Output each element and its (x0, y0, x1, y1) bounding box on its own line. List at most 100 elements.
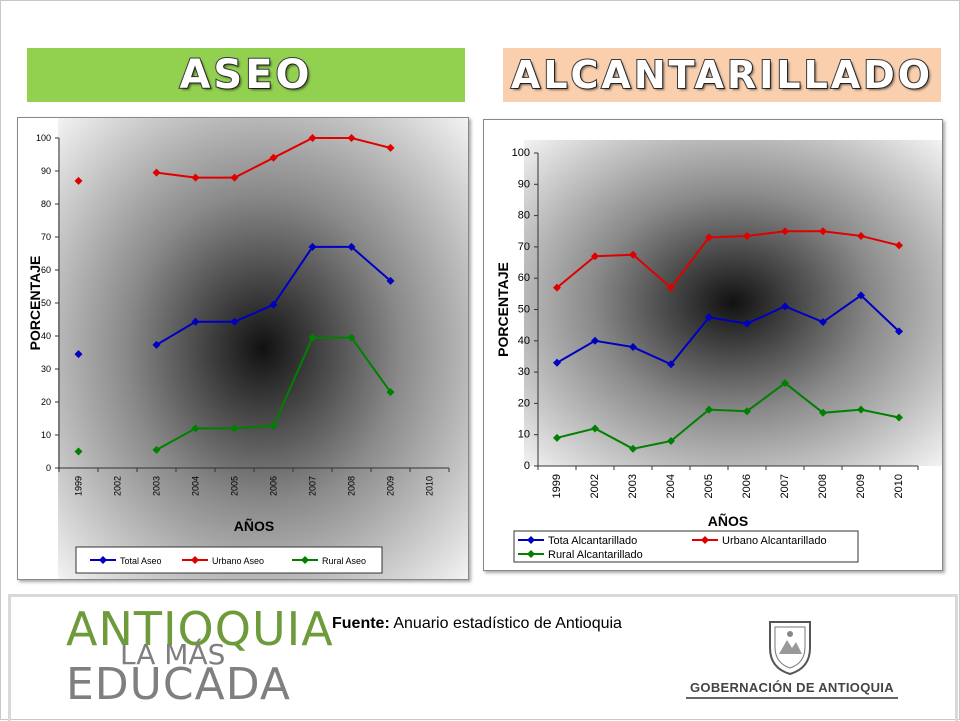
data-point (857, 405, 865, 414)
legend-label: Tota Alcantarillado (548, 535, 637, 547)
data-point (629, 444, 637, 453)
y-tick-label: 40 (518, 335, 530, 347)
x-tick-label: 2007 (779, 474, 791, 498)
y-tick-label: 20 (41, 397, 51, 407)
y-tick-label: 100 (512, 147, 530, 159)
legend-box (75, 546, 383, 574)
legend-marker (99, 556, 107, 564)
y-tick-label: 100 (36, 133, 51, 143)
legend-label: Rural Alcantarillado (548, 549, 643, 561)
data-point (386, 388, 395, 397)
data-point (705, 405, 713, 414)
data-point (857, 291, 865, 300)
data-point (386, 276, 395, 285)
x-tick-label: 2003 (627, 474, 639, 498)
data-point (629, 343, 637, 352)
x-tick-label: 2008 (347, 476, 357, 496)
data-point (743, 231, 751, 240)
y-tick-label: 80 (518, 210, 530, 222)
data-point (152, 340, 161, 349)
alcantarillado-banner: ALCANTARILLADO (503, 48, 941, 102)
x-tick-label: 2009 (855, 474, 867, 498)
data-point (230, 317, 239, 326)
data-point (781, 302, 789, 311)
plot-background (58, 118, 468, 579)
data-point (74, 447, 83, 456)
x-tick-label: 2003 (152, 476, 162, 496)
data-point (191, 424, 200, 433)
legend-label: Rural Aseo (322, 556, 366, 566)
data-point (819, 227, 827, 236)
data-point (743, 407, 751, 416)
data-point (819, 408, 827, 417)
y-tick-label: 10 (41, 430, 51, 440)
data-point (553, 283, 561, 292)
legend-marker (301, 556, 309, 564)
y-tick-label: 60 (518, 272, 530, 284)
source-text: Anuario estadístico de Antioquia (389, 615, 622, 632)
y-axis-title: PORCENTAJE (27, 256, 43, 351)
x-tick-label: 2006 (269, 476, 279, 496)
data-point (269, 421, 278, 430)
footer (8, 594, 958, 721)
x-tick-label: 2004 (665, 474, 677, 498)
x-tick-label: 2010 (425, 476, 435, 496)
data-point (629, 250, 637, 259)
legend-marker (527, 536, 535, 544)
series-line (556, 381, 900, 450)
x-tick-label: 2005 (703, 474, 715, 498)
data-point (781, 379, 789, 388)
data-point (667, 360, 675, 369)
x-tick-label: 2008 (817, 474, 829, 498)
y-tick-label: 10 (518, 429, 530, 441)
data-point (269, 300, 278, 309)
aseo-chart-svg: 0 10 20 30 40 50 60 70 80 90 100 1999 2002 2003 2004 20… (27, 118, 468, 579)
plot-background (524, 140, 942, 466)
data-point (667, 283, 675, 292)
series-line (556, 230, 900, 290)
x-tick-label: 1999 (551, 474, 563, 498)
y-tick-label: 50 (518, 304, 530, 316)
x-tick-label: 2007 (308, 476, 318, 496)
x-axis-title: AÑOS (708, 512, 748, 529)
aseo-banner: ASEO (27, 48, 465, 102)
x-tick-label: 2006 (741, 474, 753, 498)
source-note: Fuente: Anuario estadístico de Antioquia (332, 615, 622, 633)
data-point (308, 134, 317, 142)
gobernacion-text: GOBERNACIÓN DE ANTIOQUIA (690, 680, 894, 695)
data-point (591, 336, 599, 345)
logo-la-mas-text: LA MÁS (120, 638, 226, 671)
legend-marker (527, 550, 535, 558)
legend-marker (701, 536, 709, 544)
data-point (152, 445, 161, 454)
legend-label: Urbano Aseo (212, 556, 264, 566)
y-tick-label: 70 (41, 232, 51, 242)
alcantarillado-chart-svg: 0 10 20 30 40 50 60 70 80 90 100 1999 2002 2003 2004 20… (495, 140, 942, 563)
x-axis-title: AÑOS (234, 517, 274, 534)
data-point (269, 153, 278, 162)
y-tick-label: 0 (524, 460, 530, 472)
x-tick-label: 2002 (589, 474, 601, 498)
logo-educada-text: EDUCADA (66, 659, 291, 710)
data-point (591, 424, 599, 433)
x-tick-label: 2004 (191, 476, 201, 496)
data-point (308, 333, 317, 342)
data-point (347, 134, 356, 142)
y-tick-label: 90 (518, 178, 530, 190)
alcantarillado-banner-title: ALCANTARILLADO (510, 52, 934, 98)
data-point (591, 252, 599, 261)
data-point (895, 241, 903, 250)
data-point (74, 350, 83, 359)
legend-box (513, 530, 859, 563)
legend-marker (191, 556, 199, 564)
gobernacion-underline (686, 697, 898, 699)
x-tick-label: 2010 (893, 474, 905, 498)
y-tick-label: 70 (518, 241, 530, 253)
x-tick-label: 2005 (230, 476, 240, 496)
data-point (781, 227, 789, 236)
x-tick-label: 1999 (74, 476, 84, 496)
data-point (386, 143, 395, 152)
y-tick-label: 40 (41, 331, 51, 341)
y-tick-label: 60 (41, 265, 51, 275)
series-line (556, 294, 900, 366)
